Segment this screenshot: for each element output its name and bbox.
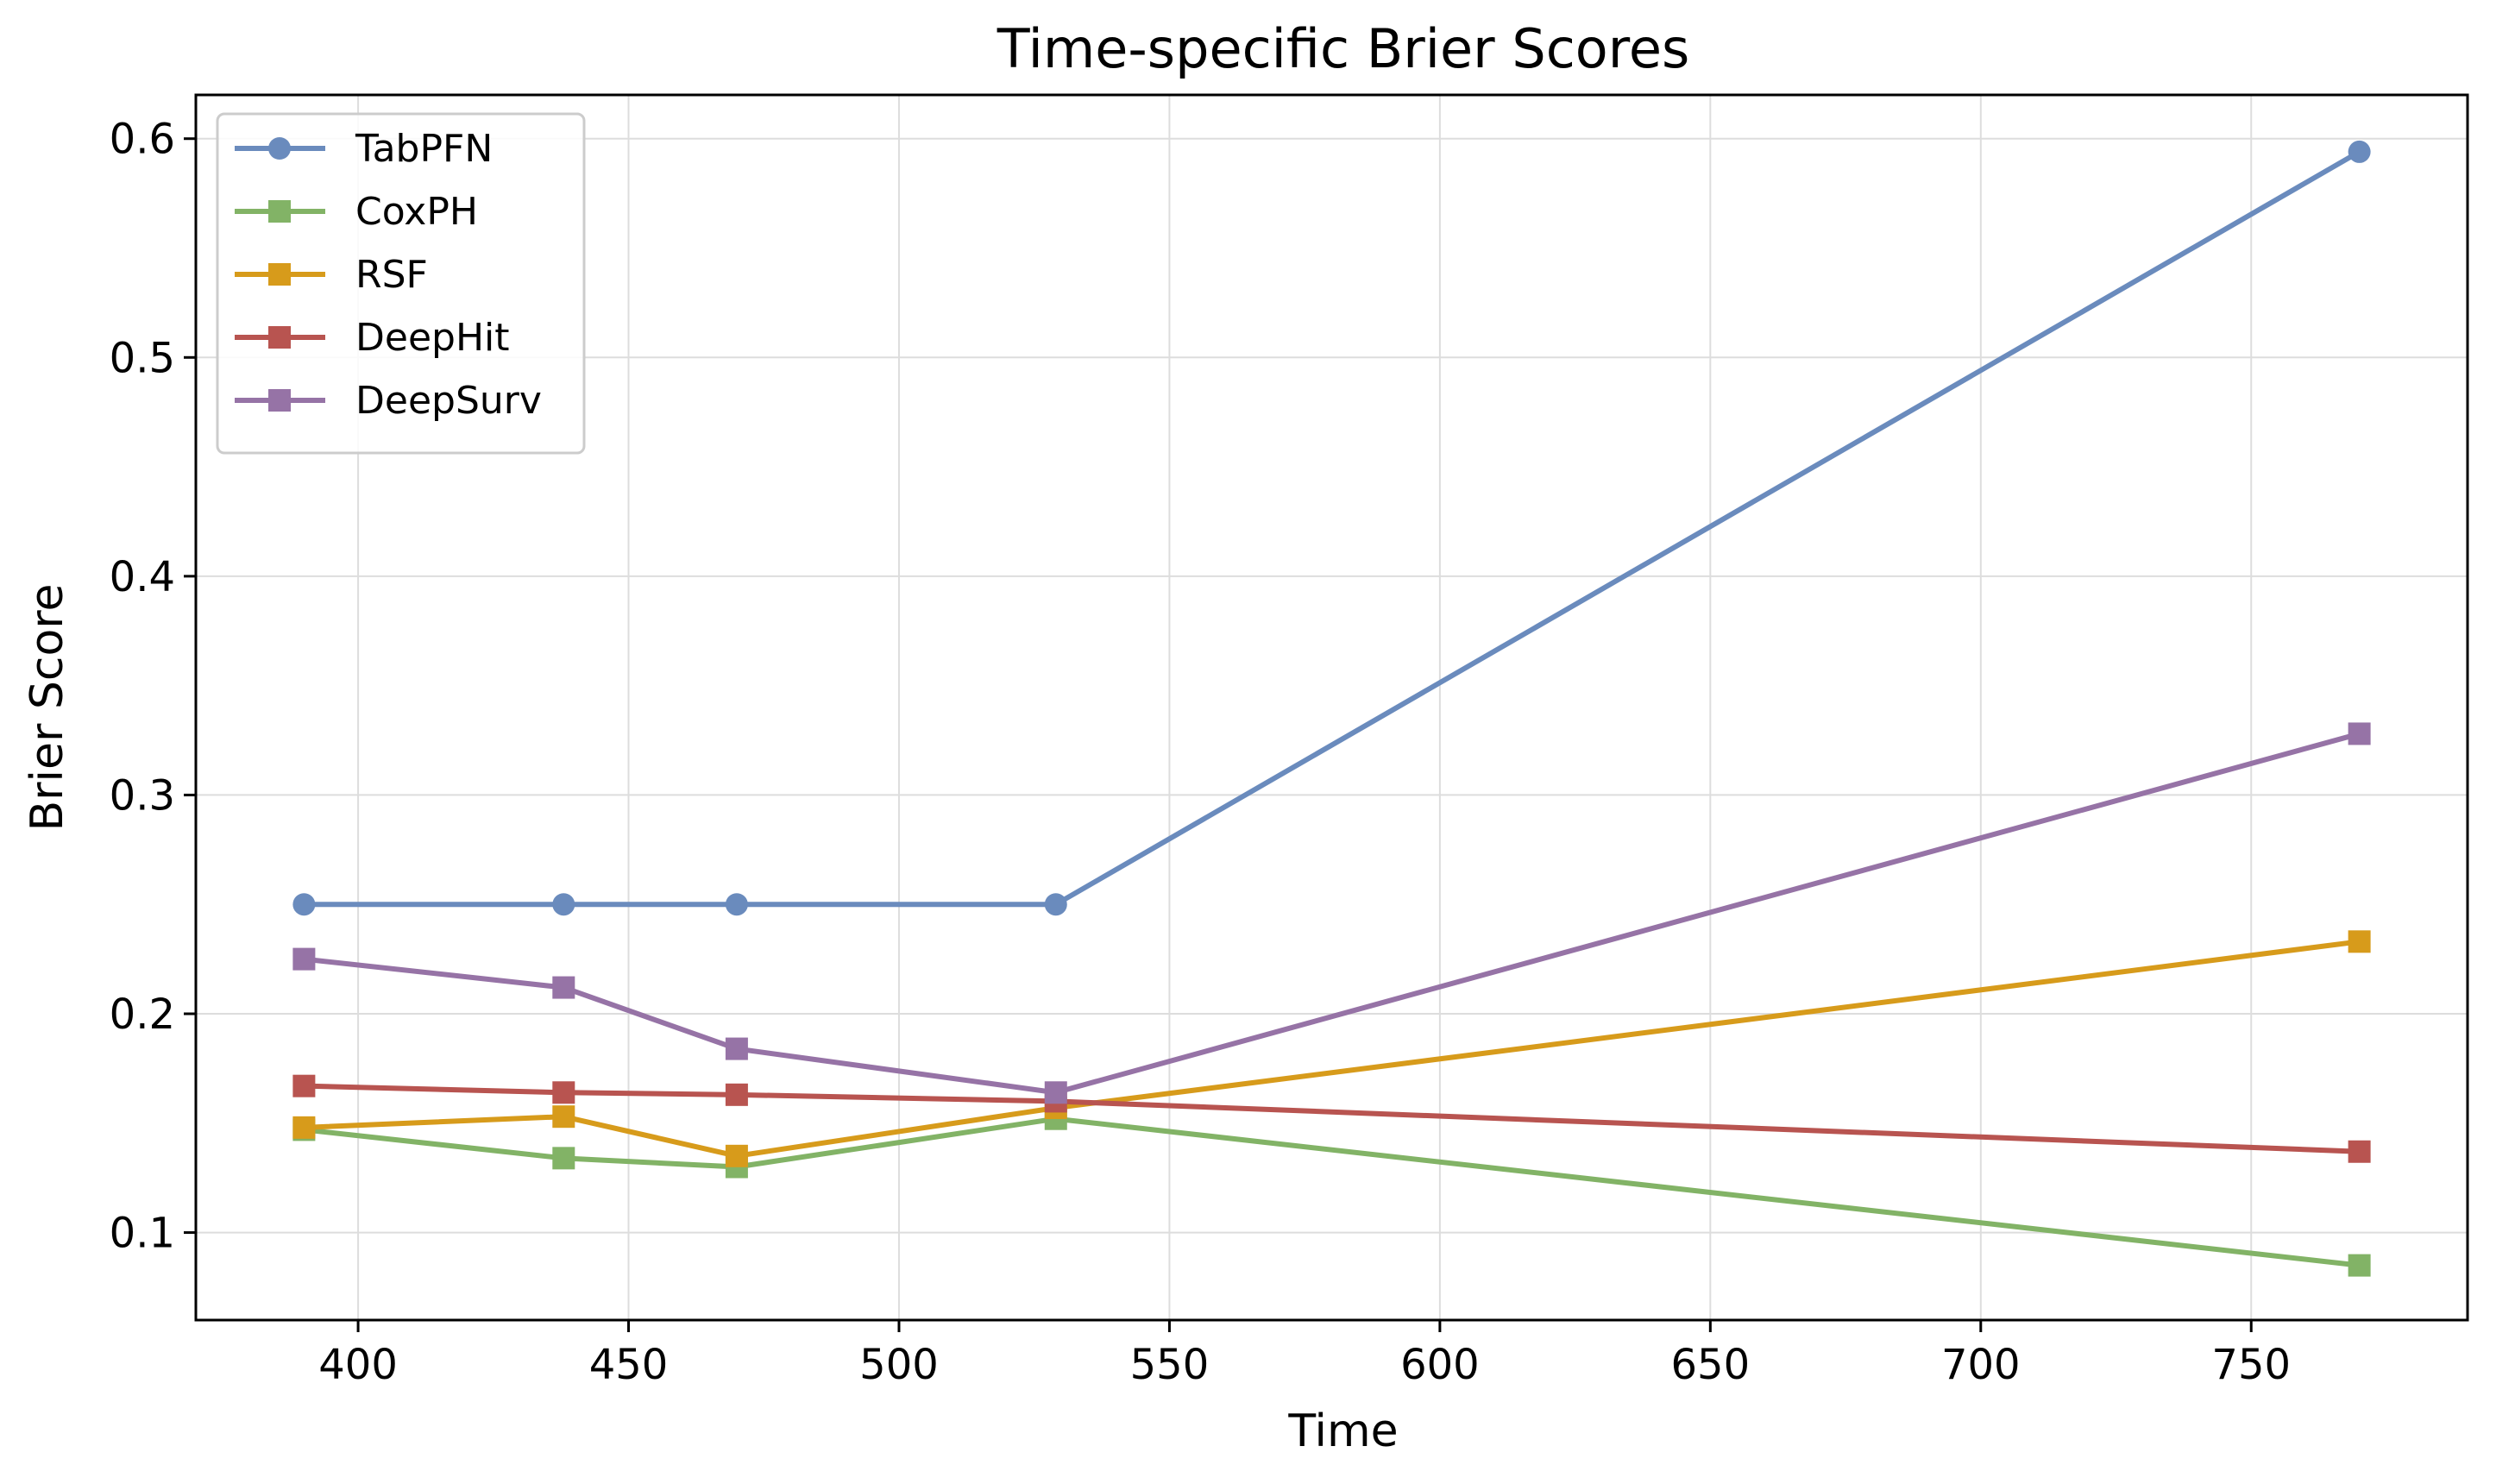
data-point-rsf xyxy=(2348,930,2371,953)
data-point-deepsurv xyxy=(1044,1081,1067,1104)
series-layer xyxy=(292,140,2371,1277)
legend-label: DeepHit xyxy=(355,316,510,360)
series-line-deepsurv xyxy=(301,731,2362,1096)
y-tick-label: 0.3 xyxy=(110,771,175,820)
data-point-rsf xyxy=(552,1105,575,1129)
chart-title: Time-specific Brier Scores xyxy=(997,17,1690,80)
data-point-deephit xyxy=(292,1074,316,1097)
data-point-tabpfn xyxy=(2348,140,2371,163)
x-tick-label: 450 xyxy=(589,1341,669,1389)
x-axis: 400 450 500 550 600 650 700 750 xyxy=(318,1320,2291,1389)
data-point-tabpfn xyxy=(552,893,575,916)
data-point-deepsurv xyxy=(292,947,316,971)
legend-label: DeepSurv xyxy=(355,379,542,423)
series-deephit xyxy=(292,1074,2371,1163)
x-tick-label: 500 xyxy=(859,1341,939,1389)
series-line-deephit xyxy=(301,1083,2362,1154)
legend-label: CoxPH xyxy=(355,190,478,234)
legend-item-rsf: RSF xyxy=(235,253,428,297)
data-point-tabpfn xyxy=(725,893,748,916)
y-tick-label: 0.1 xyxy=(110,1210,175,1258)
x-axis-label: Time xyxy=(1287,1405,1398,1457)
legend-label: RSF xyxy=(355,253,428,297)
legend-marker xyxy=(268,200,291,223)
legend-item-coxph: CoxPH xyxy=(235,190,478,234)
legend-item-deephit: DeepHit xyxy=(235,316,510,360)
legend-marker xyxy=(268,263,291,286)
x-tick-label: 600 xyxy=(1400,1341,1480,1389)
legend-box xyxy=(216,112,586,455)
data-point-deepsurv xyxy=(725,1037,748,1060)
y-tick-label: 0.2 xyxy=(110,990,175,1039)
x-tick-label: 400 xyxy=(318,1341,398,1389)
y-axis: 0.1 0.2 0.3 0.4 0.5 0.6 xyxy=(110,116,196,1258)
grid-lines xyxy=(196,95,2468,1320)
data-point-deepsurv xyxy=(2348,722,2371,745)
y-tick-label: 0.6 xyxy=(110,116,175,164)
data-point-deephit xyxy=(725,1083,748,1106)
series-line-rsf xyxy=(301,939,2362,1159)
data-point-coxph xyxy=(2348,1254,2371,1277)
x-tick-label: 750 xyxy=(2211,1341,2291,1389)
data-point-coxph xyxy=(552,1147,575,1170)
legend: TabPFN CoxPH RSF DeepHit DeepSurv xyxy=(216,112,586,455)
x-tick-label: 650 xyxy=(1671,1341,1751,1389)
x-tick-label: 700 xyxy=(1941,1341,2021,1389)
data-point-deephit xyxy=(2348,1140,2371,1163)
y-tick-label: 0.4 xyxy=(110,553,175,601)
y-tick-label: 0.5 xyxy=(110,334,175,382)
legend-item-tabpfn: TabPFN xyxy=(235,127,493,171)
data-point-rsf xyxy=(292,1116,316,1139)
data-point-tabpfn xyxy=(1044,893,1067,916)
series-deepsurv xyxy=(292,722,2371,1104)
series-coxph xyxy=(292,1107,2371,1277)
legend-marker xyxy=(268,137,291,160)
series-rsf xyxy=(292,930,2371,1167)
data-point-deephit xyxy=(552,1081,575,1104)
legend-item-deepsurv: DeepSurv xyxy=(235,379,542,423)
data-point-rsf xyxy=(725,1144,748,1167)
data-point-tabpfn xyxy=(292,893,316,916)
x-tick-label: 550 xyxy=(1130,1341,1210,1389)
legend-marker xyxy=(268,326,291,349)
series-line-tabpfn xyxy=(301,148,2362,908)
legend-marker xyxy=(268,389,291,412)
data-point-deepsurv xyxy=(552,976,575,999)
legend-label: TabPFN xyxy=(355,127,493,171)
plot-frame xyxy=(194,93,2469,1322)
series-tabpfn xyxy=(292,140,2371,916)
y-axis-label: Brier Score xyxy=(22,583,73,831)
